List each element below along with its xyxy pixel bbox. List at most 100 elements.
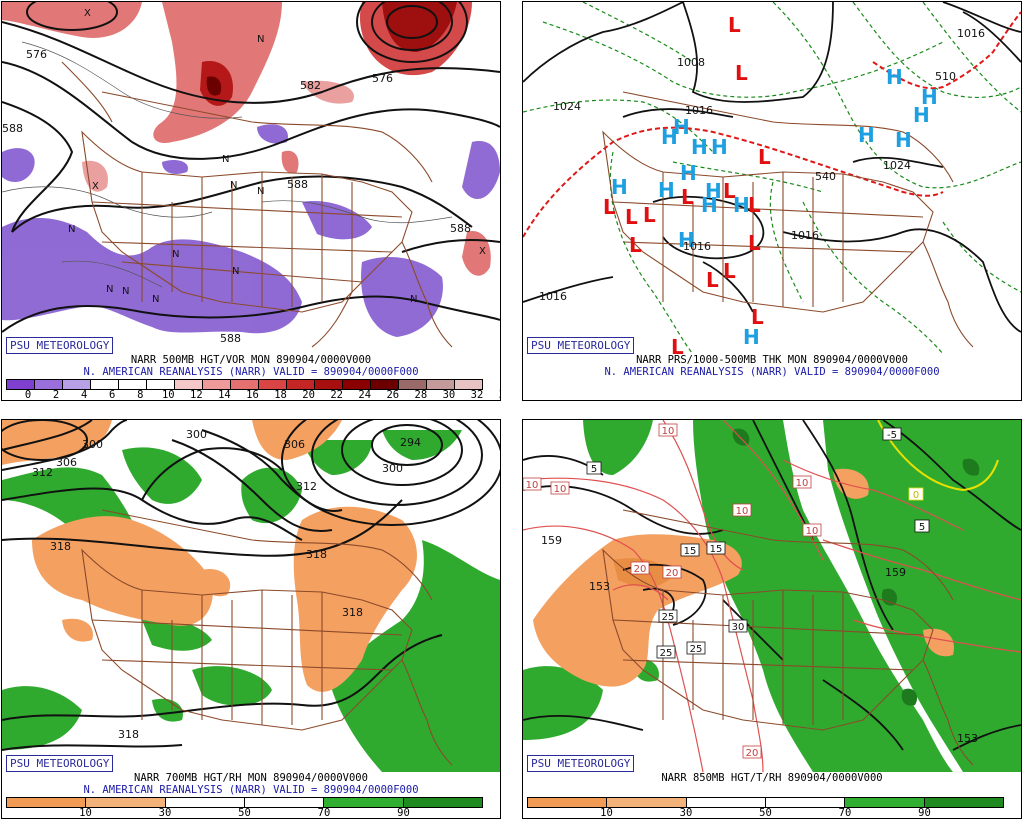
psu-meteorology-badge: PSU METEOROLOGY [527,337,635,354]
contour-label: 1016 [683,240,711,253]
contour-label: 300 [82,438,103,451]
colorbar-tick: 32 [470,389,484,401]
colorbar-segment [258,380,286,389]
panel-title: NARR 700MB HGT/RH MON 890904/0000V000 [134,772,368,784]
colorbar-tick: 2 [52,389,60,401]
svg-text:N: N [222,154,229,165]
panel-subtitle: N. AMERICAN REANALYSIS (NARR) VALID = 89… [83,784,419,796]
svg-text:L: L [728,13,741,37]
colorbar-tick: 28 [414,389,428,401]
svg-text:N: N [122,286,129,297]
colorbar-segment [323,798,403,807]
colorbar-segment [342,380,370,389]
contour-label: 1016 [791,229,819,242]
temp-label: 20 [666,568,679,579]
svg-text:X: X [479,246,486,257]
temp-label: 10 [526,480,539,491]
contour-label: 588 [450,222,471,235]
temp-label: 20 [634,564,647,575]
svg-text:X: X [92,181,99,192]
contour-label: 318 [50,540,71,553]
contour-label: 294 [400,436,421,449]
colorbar-segment [844,798,924,807]
svg-text:H: H [661,125,678,149]
colorbar-segment [923,798,1003,807]
contour-label: 300 [186,428,207,441]
colorbar-segment [606,798,686,807]
contour-label: 159 [885,566,906,579]
contour-label: 300 [382,462,403,475]
svg-text:N: N [230,180,237,191]
colorbar-segment [764,798,845,807]
contour-label: 318 [118,728,139,741]
temp-label: 15 [710,544,723,555]
contour-label: 1016 [685,104,713,117]
colorbar-tick: 30 [158,807,172,819]
temp-label: 10 [796,478,809,489]
svg-text:H: H [858,123,875,147]
temp-label: 15 [684,546,697,557]
colorbar-tick: 24 [358,389,372,401]
temp-label: 30 [732,622,745,633]
colorbar-tick: 50 [759,807,772,819]
colorbar-segment [286,380,314,389]
contour-label: 588 [2,122,23,135]
contour-label: 1008 [677,56,705,69]
colorbar-segment [398,380,426,389]
panel-title: NARR PRS/1000-500MB THK MON 890904/0000V… [636,354,908,366]
temp-label: 25 [660,648,673,659]
contour-label: 1016 [539,290,567,303]
contour-label: 159 [541,534,562,547]
colorbar-segment [230,380,258,389]
colorbar-segment [90,380,118,389]
colorbar-tick: 90 [918,807,931,819]
svg-text:H: H [921,85,938,109]
colorbar-tick: 26 [386,389,400,401]
colorbar-tick: 12 [190,389,203,401]
svg-text:H: H [743,325,760,349]
temp-label: -5 [887,430,897,441]
panel-title: NARR 850MB HGT/T/RH 890904/0000V000 [661,772,883,784]
contour-label: 1024 [553,100,581,113]
svg-text:H: H [886,65,903,89]
colorbar-segment [528,798,607,807]
svg-text:L: L [723,259,736,283]
svg-text:L: L [671,335,684,354]
svg-text:N: N [106,284,113,295]
colorbar-segment [85,798,165,807]
svg-text:L: L [748,231,761,255]
svg-text:L: L [758,145,771,169]
svg-text:L: L [706,268,719,292]
contour-label: 588 [287,178,308,191]
svg-text:X: X [84,8,91,19]
colorbar-tick: 8 [137,389,144,401]
svg-text:N: N [410,294,417,305]
colorbar-tick: 50 [238,807,251,819]
contour-label: 306 [284,438,305,451]
contour-label: 318 [306,548,327,561]
colorbar-segment [146,380,174,389]
svg-text:H: H [895,128,912,152]
temp-label: 10 [806,526,819,537]
svg-text:H: H [691,135,708,159]
temp850-map: 10 10 10 10 10 10 20 20 20 15 15 25 25 2… [523,420,1021,772]
svg-text:H: H [673,115,690,139]
svg-text:N: N [152,294,159,305]
svg-text:H: H [733,193,750,217]
svg-text:L: L [625,205,638,229]
temp-label: 5 [919,522,925,533]
svg-text:N: N [172,249,179,260]
svg-text:H: H [680,161,697,185]
contour-label: 312 [32,466,53,479]
svg-text:H: H [658,178,675,202]
colorbar-segment [174,380,202,389]
svg-text:L: L [629,233,642,257]
vorticity-colorbar [6,379,483,390]
colorbar-tick: 14 [218,389,231,401]
colorbar-tick: 10 [161,389,175,401]
colorbar-tick: 20 [302,389,315,401]
colorbar-segment [7,380,34,389]
psu-meteorology-badge: PSU METEOROLOGY [6,755,114,772]
colorbar-segment [34,380,62,389]
colorbar-segment [370,380,398,389]
